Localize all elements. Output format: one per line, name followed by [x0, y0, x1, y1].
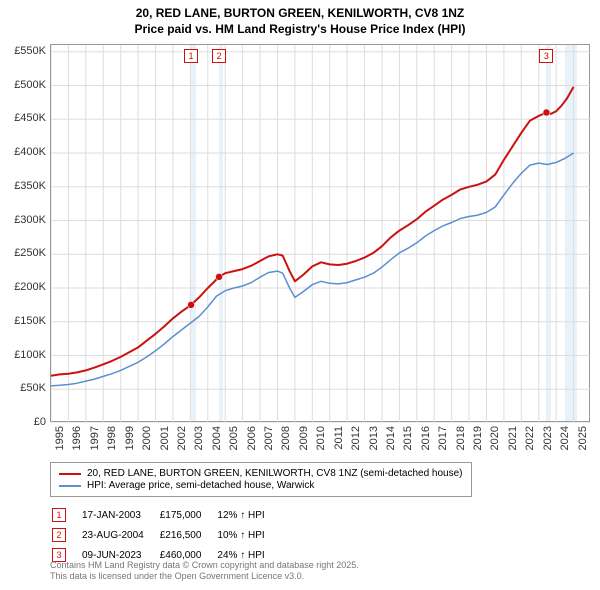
legend-item: 20, RED LANE, BURTON GREEN, KENILWORTH, …	[59, 468, 463, 479]
legend-label: HPI: Average price, semi-detached house,…	[87, 480, 314, 491]
tx-price: £216,500	[160, 526, 216, 544]
x-tick-label: 2001	[159, 426, 171, 450]
row-marker: 1	[52, 508, 66, 522]
title-line2: Price paid vs. HM Land Registry's House …	[0, 22, 600, 38]
x-tick-label: 2017	[437, 426, 449, 450]
y-tick-label: £50K	[20, 382, 46, 394]
sale-marker: 3	[539, 49, 553, 63]
y-tick-label: £350K	[14, 180, 46, 192]
y-tick-label: £450K	[14, 112, 46, 124]
x-tick-label: 2021	[507, 426, 519, 450]
legend-swatch	[59, 485, 81, 487]
legend-swatch	[59, 473, 81, 475]
x-tick-label: 2007	[263, 426, 275, 450]
tx-delta: 10% ↑ HPI	[217, 526, 278, 544]
x-tick-label: 1999	[124, 426, 136, 450]
tx-date: 17-JAN-2003	[82, 506, 158, 524]
legend-item: HPI: Average price, semi-detached house,…	[59, 480, 463, 491]
tx-delta: 12% ↑ HPI	[217, 506, 278, 524]
table-row: 1 17-JAN-2003£175,00012% ↑ HPI	[52, 506, 279, 524]
chart-area: 123 £0£50K£100K£150K£200K£250K£300K£350K…	[50, 44, 590, 422]
x-tick-label: 2008	[280, 426, 292, 450]
y-tick-label: £150K	[14, 315, 46, 327]
x-tick-label: 2015	[402, 426, 414, 450]
x-tick-label: 2004	[211, 426, 223, 450]
x-tick-label: 1996	[71, 426, 83, 450]
x-tick-label: 1997	[89, 426, 101, 450]
row-marker: 2	[52, 528, 66, 542]
tx-price: £175,000	[160, 506, 216, 524]
plot-area: 12 3	[50, 44, 590, 422]
x-tick-label: 2014	[385, 426, 397, 450]
x-tick-label: 2013	[368, 426, 380, 450]
x-tick-label: 2005	[228, 426, 240, 450]
x-tick-label: 2000	[141, 426, 153, 450]
sale-marker: 2	[212, 49, 226, 63]
table-row: 2 23-AUG-2004£216,50010% ↑ HPI	[52, 526, 279, 544]
footer-line2: This data is licensed under the Open Gov…	[50, 571, 359, 582]
x-tick-label: 2023	[542, 426, 554, 450]
x-tick-label: 2022	[524, 426, 536, 450]
tx-date: 23-AUG-2004	[82, 526, 158, 544]
x-tick-label: 2025	[577, 426, 589, 450]
legend-label: 20, RED LANE, BURTON GREEN, KENILWORTH, …	[87, 468, 463, 479]
sale-marker: 1	[184, 49, 198, 63]
x-tick-label: 2010	[315, 426, 327, 450]
footer-line1: Contains HM Land Registry data © Crown c…	[50, 560, 359, 571]
chart-container: 20, RED LANE, BURTON GREEN, KENILWORTH, …	[0, 0, 600, 590]
x-tick-label: 2012	[350, 426, 362, 450]
x-tick-label: 2002	[176, 426, 188, 450]
plot-svg	[51, 45, 591, 423]
x-tick-label: 2024	[559, 426, 571, 450]
y-tick-label: £400K	[14, 146, 46, 158]
x-tick-label: 2016	[420, 426, 432, 450]
x-tick-label: 2006	[246, 426, 258, 450]
chart-title: 20, RED LANE, BURTON GREEN, KENILWORTH, …	[0, 0, 600, 37]
footer-credits: Contains HM Land Registry data © Crown c…	[50, 560, 359, 583]
x-tick-label: 2019	[472, 426, 484, 450]
y-tick-label: £250K	[14, 247, 46, 259]
x-tick-label: 1995	[54, 426, 66, 450]
x-tick-label: 1998	[106, 426, 118, 450]
title-line1: 20, RED LANE, BURTON GREEN, KENILWORTH, …	[0, 6, 600, 22]
y-tick-label: £200K	[14, 281, 46, 293]
y-tick-label: £500K	[14, 79, 46, 91]
x-tick-label: 2018	[455, 426, 467, 450]
y-tick-label: £300K	[14, 214, 46, 226]
x-tick-label: 2011	[333, 426, 345, 450]
y-tick-label: £550K	[14, 45, 46, 57]
x-tick-label: 2003	[193, 426, 205, 450]
x-tick-label: 2020	[489, 426, 501, 450]
y-tick-label: £0	[34, 416, 46, 428]
legend: 20, RED LANE, BURTON GREEN, KENILWORTH, …	[50, 462, 472, 497]
y-tick-label: £100K	[14, 349, 46, 361]
x-tick-label: 2009	[298, 426, 310, 450]
transaction-table: 1 17-JAN-2003£175,00012% ↑ HPI 2 23-AUG-200…	[50, 504, 281, 566]
